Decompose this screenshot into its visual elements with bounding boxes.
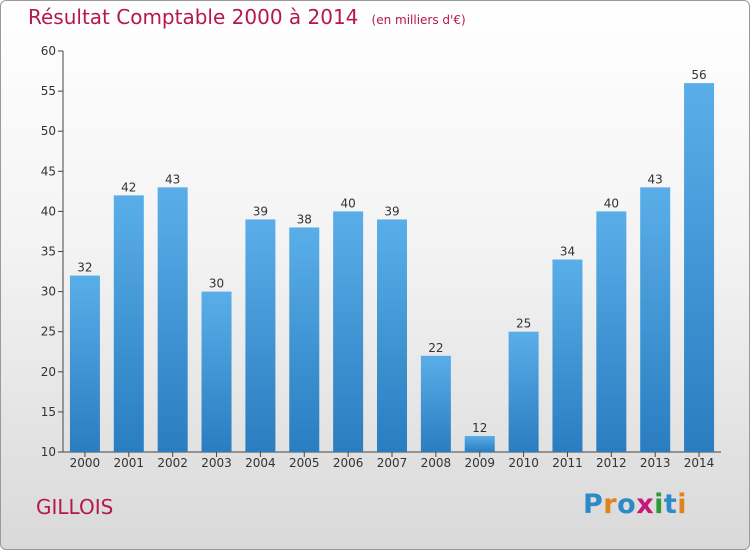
x-tick-label-2007: 2007 bbox=[377, 456, 408, 470]
commune-name: GILLOIS bbox=[36, 495, 114, 519]
x-tick-label-2008: 2008 bbox=[421, 456, 452, 470]
bar-2010 bbox=[508, 331, 539, 452]
proxiti-logo[interactable]: Proxiti bbox=[583, 489, 687, 520]
logo-letter: i bbox=[677, 489, 688, 520]
bar-2011 bbox=[552, 259, 583, 452]
bar-2005 bbox=[289, 227, 320, 452]
y-tick-label: 15 bbox=[41, 405, 56, 419]
data-label-2005: 38 bbox=[297, 212, 312, 226]
bar-2007 bbox=[377, 219, 407, 452]
x-tick-label-2013: 2013 bbox=[640, 456, 671, 470]
y-tick-label: 50 bbox=[41, 124, 56, 138]
data-label-2013: 43 bbox=[648, 172, 663, 186]
logo-letter: r bbox=[603, 489, 618, 520]
y-tick-label: 30 bbox=[41, 285, 56, 299]
chart-subtitle: (en milliers d'€) bbox=[371, 13, 466, 27]
data-label-2004: 39 bbox=[253, 204, 268, 218]
bar-2013 bbox=[640, 187, 671, 452]
bar-2006 bbox=[333, 211, 364, 452]
bar-2004 bbox=[245, 219, 276, 452]
chart-title-main: Résultat Comptable 2000 à 2014 bbox=[28, 5, 359, 29]
data-label-2009: 12 bbox=[472, 421, 487, 435]
data-label-2006: 40 bbox=[340, 196, 355, 210]
bar-2003 bbox=[201, 291, 232, 452]
y-tick-label: 40 bbox=[41, 204, 56, 218]
logo-letter: P bbox=[583, 489, 604, 520]
logo-letter: o bbox=[617, 489, 637, 520]
logo-letter: t bbox=[663, 489, 678, 520]
bar-2009 bbox=[464, 435, 495, 452]
data-label-2014: 56 bbox=[691, 68, 706, 82]
bar-2001 bbox=[113, 195, 144, 453]
x-tick-label-2002: 2002 bbox=[157, 456, 188, 470]
data-label-2002: 43 bbox=[165, 172, 180, 186]
data-label-2012: 40 bbox=[604, 196, 619, 210]
data-labels: 32 42 43 30 39 38 40 39 22 12 25 34 40 43 56 bbox=[77, 68, 706, 435]
bar-2002 bbox=[157, 187, 188, 452]
y-tick-label: 25 bbox=[41, 325, 56, 339]
x-tick-label-2005: 2005 bbox=[289, 456, 320, 470]
bar-2014 bbox=[684, 83, 715, 452]
y-tick-label: 45 bbox=[41, 164, 56, 178]
y-tick-label: 10 bbox=[41, 445, 56, 459]
logo-letter: i bbox=[654, 489, 664, 520]
y-tick-label: 35 bbox=[41, 245, 56, 259]
chart-title: Résultat Comptable 2000 à 2014 (en milli… bbox=[28, 5, 466, 29]
data-label-2010: 25 bbox=[516, 317, 531, 331]
x-tick-label-2010: 2010 bbox=[508, 456, 539, 470]
x-tick-label-2011: 2011 bbox=[552, 456, 583, 470]
y-tick-label: 20 bbox=[41, 365, 56, 379]
x-tick-label-2003: 2003 bbox=[201, 456, 232, 470]
bars bbox=[69, 83, 715, 453]
x-tick-label-2009: 2009 bbox=[464, 456, 495, 470]
data-label-2007: 39 bbox=[384, 204, 399, 218]
x-tick-label-2012: 2012 bbox=[596, 456, 627, 470]
bar-2012 bbox=[596, 211, 627, 452]
data-label-2011: 34 bbox=[560, 245, 575, 259]
x-tick-label-2014: 2014 bbox=[684, 456, 715, 470]
data-label-2003: 30 bbox=[209, 277, 224, 291]
logo-letter: x bbox=[636, 489, 655, 520]
x-tick-label-2000: 2000 bbox=[70, 456, 101, 470]
bar-2008 bbox=[420, 355, 451, 452]
bar-2000 bbox=[69, 275, 100, 452]
x-tick-label-2001: 2001 bbox=[114, 456, 145, 470]
y-tick-label: 55 bbox=[41, 84, 56, 98]
x-tick-label-2004: 2004 bbox=[245, 456, 276, 470]
x-tick-label-2006: 2006 bbox=[333, 456, 364, 470]
data-label-2008: 22 bbox=[428, 341, 443, 355]
axes: 10 15 20 25 30 35 40 45 50 55 60 2000 2001 2002 2003 20… bbox=[41, 44, 721, 470]
data-label-2001: 42 bbox=[121, 180, 136, 194]
y-tick-label: 60 bbox=[41, 44, 56, 58]
data-label-2000: 32 bbox=[77, 261, 92, 275]
